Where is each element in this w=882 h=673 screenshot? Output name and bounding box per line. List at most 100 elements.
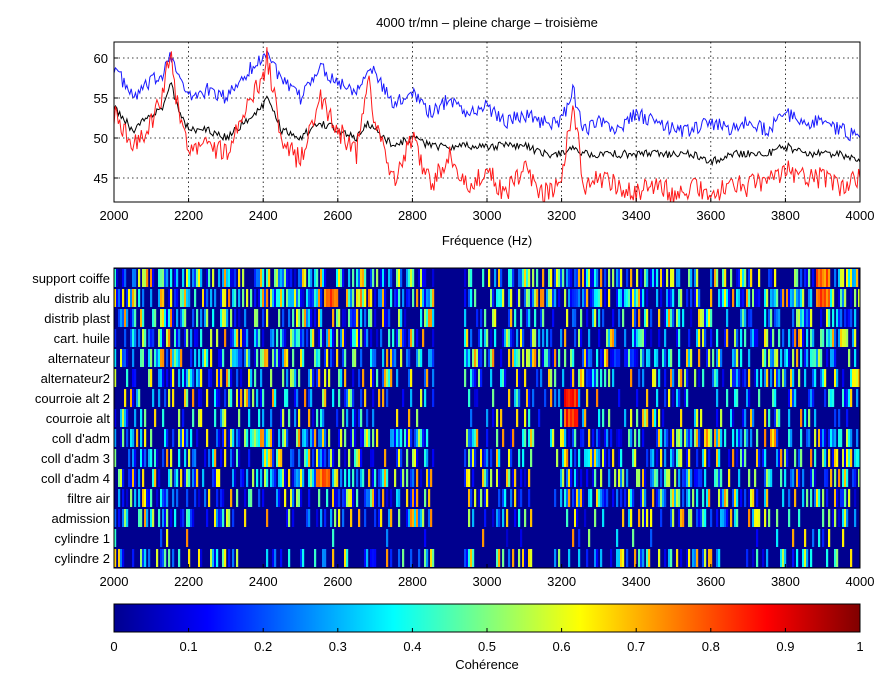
heatmap-cell (416, 409, 419, 427)
heatmap-cell (726, 489, 729, 507)
heatmap-cell (270, 409, 273, 427)
heatmap-cell (152, 329, 155, 347)
heatmap-cell (670, 489, 673, 507)
heatmap-cell (628, 349, 631, 367)
heatmap-cell (230, 349, 233, 367)
heatmap-cell (704, 429, 707, 447)
heatmap-cell (796, 289, 799, 307)
heatmap-cell (162, 509, 165, 527)
heatmap-cell (478, 489, 481, 507)
heatmap-cell (736, 449, 739, 467)
heatmap-cell (236, 549, 239, 567)
heatmap-cell (524, 289, 527, 307)
heatmap-cell (708, 449, 711, 467)
heatmap-cell (492, 509, 495, 527)
heatmap-cell (184, 329, 187, 347)
heatmap-cell (230, 449, 233, 467)
heatmap-cell (846, 309, 849, 327)
heatmap-cell (238, 289, 241, 307)
heatmap-cell (850, 449, 853, 467)
heatmap-cell (318, 349, 321, 367)
heatmap-cell (424, 429, 427, 447)
heatmap-cell (790, 389, 793, 407)
heatmap-cell (820, 289, 823, 307)
heatmap-cell (754, 509, 757, 527)
heatmap-cell (590, 369, 593, 387)
heatmap-cell (832, 289, 835, 307)
heatmap-cell (188, 449, 191, 467)
heatmap-cell (584, 349, 587, 367)
line-series-2 (114, 47, 860, 202)
heatmap-cell (500, 269, 503, 287)
heatmap-cell (222, 489, 225, 507)
heatmap-cell (244, 389, 247, 407)
heatmap-cell (514, 509, 517, 527)
heatmap-row-label: distrib plast (44, 311, 110, 326)
heatmap-cell (578, 449, 581, 467)
heatmap-cell (282, 349, 285, 367)
heatmap-cell (628, 509, 631, 527)
heatmap-cell (256, 389, 259, 407)
heatmap-cell (716, 429, 719, 447)
heatmap-cell (678, 469, 681, 487)
heatmap-cell (164, 509, 167, 527)
heatmap-cell (800, 289, 803, 307)
heatmap-cell (856, 429, 859, 447)
heatmap-cell (698, 509, 701, 527)
heatmap-cell (790, 369, 793, 387)
heatmap-cell (722, 289, 725, 307)
heatmap-cell (234, 309, 237, 327)
heatmap-cell (848, 449, 851, 467)
heatmap-cell (602, 449, 605, 467)
heatmap-cell (716, 409, 719, 427)
heatmap-cell (310, 329, 313, 347)
heatmap-cell (470, 429, 473, 447)
heatmap-cell (386, 369, 389, 387)
heatmap-cell (160, 289, 163, 307)
heatmap-cell (850, 389, 853, 407)
heatmap-cell (126, 509, 129, 527)
heatmap-cell (784, 349, 787, 367)
heatmap-cell (642, 349, 645, 367)
heatmap-cell (126, 409, 129, 427)
heatmap-cell (194, 449, 197, 467)
heatmap-cell (770, 309, 773, 327)
heatmap-cell (464, 369, 467, 387)
heatmap-cell (234, 289, 237, 307)
heatmap-cell (740, 329, 743, 347)
heatmap-cell (400, 309, 403, 327)
heatmap-cell (526, 269, 529, 287)
heatmap-cell (792, 329, 795, 347)
heatmap-cell (280, 289, 283, 307)
heatmap-cell (232, 449, 235, 467)
heatmap-cell (260, 349, 263, 367)
heatmap-cell (664, 549, 667, 567)
heatmap-cell (410, 269, 413, 287)
heatmap-cell (518, 389, 521, 407)
heatmap-cell (640, 349, 643, 367)
heatmap-cell (508, 549, 511, 567)
heatmap-cell (344, 469, 347, 487)
heatmap-cell (618, 309, 621, 327)
heatmap-cell (602, 309, 605, 327)
heatmap-cell (266, 469, 269, 487)
heatmap-cell (496, 549, 499, 567)
heatmap-cell (508, 329, 511, 347)
heatmap-cell (562, 269, 565, 287)
heatmap-cell (152, 469, 155, 487)
heatmap-cell (304, 449, 307, 467)
heatmap-cell (694, 369, 697, 387)
heatmap-cell (776, 529, 779, 547)
heatmap-cell (190, 429, 193, 447)
heatmap-cell (396, 289, 399, 307)
heatmap-cell (566, 449, 569, 467)
heatmap-cell (174, 509, 177, 527)
heatmap-cell (464, 349, 467, 367)
heatmap-cell (490, 449, 493, 467)
heatmap-cell (774, 309, 777, 327)
line-series-1 (114, 81, 860, 167)
heatmap-cell (276, 349, 279, 367)
heatmap-cell (160, 369, 163, 387)
heatmap-cell (654, 369, 657, 387)
heatmap-cell (326, 289, 329, 307)
